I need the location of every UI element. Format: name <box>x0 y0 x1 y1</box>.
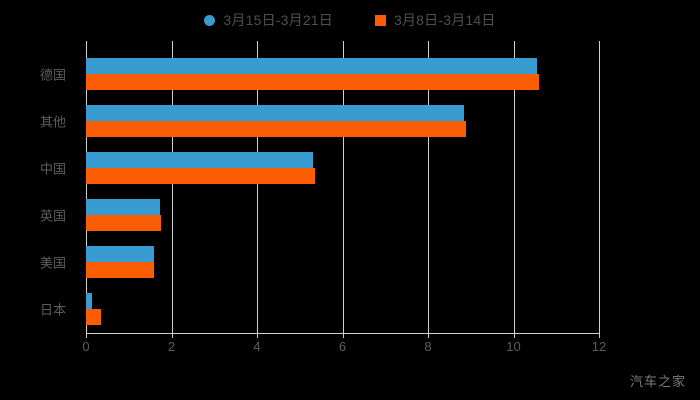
y-axis-tick-labels: 德国其他中国英国美国日本 <box>0 41 74 333</box>
x-axis-tick-labels: 0 2 4 6 8 10 12 <box>0 339 700 359</box>
legend-item-0[interactable]: 3月15日-3月21日 <box>204 10 333 30</box>
gridline-x-3 <box>342 41 344 333</box>
y-axis-category-label: 德国 <box>39 67 66 83</box>
bar-其他-series-0[interactable] <box>86 105 465 121</box>
gridline-x-6 <box>599 41 600 333</box>
x-axis-tick-label: 8 <box>424 339 432 354</box>
gridline-x-2 <box>257 41 258 333</box>
bar-日本-series-1[interactable] <box>86 309 101 325</box>
bar-德国-series-1[interactable] <box>86 74 540 90</box>
gridline-x-1 <box>171 41 173 333</box>
x-axis-tick-label: 4 <box>253 339 261 354</box>
bar-中国-series-1[interactable] <box>86 168 315 184</box>
plot-area <box>86 41 600 333</box>
legend-item-1[interactable]: 3月8日-3月14日 <box>375 10 496 30</box>
x-axis-tick-label: 0 <box>82 339 90 354</box>
bar-德国-series-0[interactable] <box>86 58 537 74</box>
x-axis-tick-label: 12 <box>591 339 607 354</box>
gridline-x-0 <box>86 41 87 333</box>
x-axis-tick-label: 2 <box>167 339 176 354</box>
legend-marker-square-icon <box>375 14 386 26</box>
legend-marker-circle-icon <box>204 14 216 26</box>
x-axis-tick-5 <box>513 333 515 338</box>
legend-label: 3月8日-3月14日 <box>394 12 496 28</box>
y-axis-category-label: 美国 <box>39 255 66 271</box>
x-axis-tick-2 <box>257 333 258 338</box>
chart-legend: 3月15日-3月21日 3月8日-3月14日 <box>0 8 700 32</box>
bar-英国-series-1[interactable] <box>86 215 161 231</box>
x-axis-tick-0 <box>86 333 87 338</box>
bar-美国-series-0[interactable] <box>86 246 155 262</box>
x-axis-tick-3 <box>342 333 344 338</box>
y-axis-category-label: 英国 <box>39 208 66 224</box>
bar-其他-series-1[interactable] <box>86 121 467 137</box>
x-axis-tick-1 <box>171 333 173 338</box>
x-axis-tick-label: 10 <box>506 339 521 354</box>
watermark: 汽车之家 <box>629 374 686 389</box>
bar-中国-series-0[interactable] <box>86 152 313 168</box>
gridline-x-4 <box>428 41 429 333</box>
y-axis-category-label: 其他 <box>39 114 66 130</box>
bar-美国-series-1[interactable] <box>86 262 155 278</box>
bar-英国-series-0[interactable] <box>86 199 160 215</box>
y-axis-category-label: 日本 <box>39 302 66 318</box>
legend-label: 3月15日-3月21日 <box>223 12 333 28</box>
bar-日本-series-0[interactable] <box>86 293 93 309</box>
y-axis-category-label: 中国 <box>39 161 66 177</box>
x-axis-tick-label: 6 <box>338 339 347 354</box>
x-axis-tick-4 <box>428 333 429 338</box>
gridline-x-5 <box>513 41 515 333</box>
x-axis-tick-6 <box>599 333 600 338</box>
